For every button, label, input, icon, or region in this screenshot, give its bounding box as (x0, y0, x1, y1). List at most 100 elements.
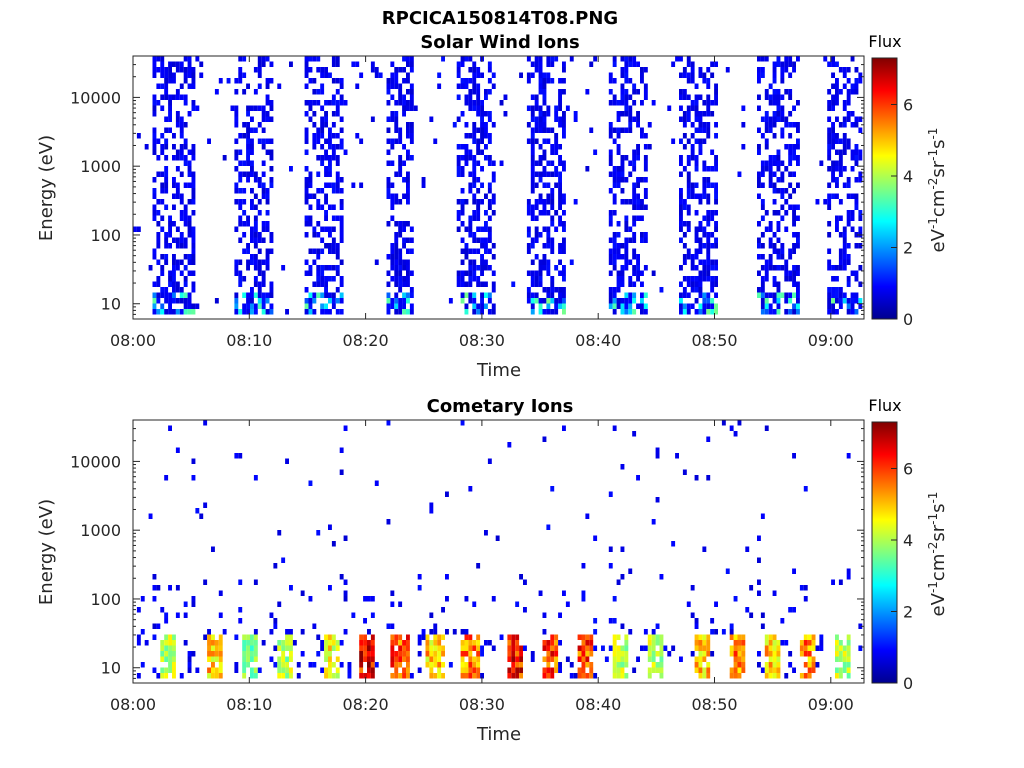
heatmap-cell (398, 166, 403, 172)
heatmap-cell (690, 61, 695, 67)
heatmap-cell (312, 193, 317, 199)
colorbar-title: Flux (868, 32, 901, 51)
heatmap-cell (682, 469, 687, 475)
heatmap-cell (242, 248, 247, 254)
heatmap-cell (686, 292, 691, 298)
heatmap-cell (261, 127, 266, 133)
heatmap-cell (183, 265, 188, 271)
heatmap-cell (542, 243, 547, 249)
heatmap-cell (250, 160, 254, 166)
heatmap-cell (546, 298, 551, 304)
heatmap-cell (589, 651, 594, 657)
heatmap-cell (776, 160, 781, 166)
heatmap-cell (402, 640, 406, 646)
heatmap-cell (312, 100, 317, 106)
heatmap-cell (523, 579, 527, 585)
heatmap-cell (289, 673, 293, 679)
heatmap-cell (164, 618, 169, 624)
heatmap-cell (265, 149, 270, 155)
heatmap-cell (242, 160, 247, 166)
heatmap-cell (706, 662, 711, 668)
heatmap-cell (772, 645, 777, 651)
heatmap-cell (476, 127, 481, 133)
heatmap-cell (780, 72, 785, 78)
heatmap-cell (304, 149, 309, 155)
heatmap-cell (608, 221, 613, 227)
heatmap-cell (261, 182, 266, 188)
heatmap-cell (632, 281, 637, 287)
heatmap-cell (308, 78, 313, 84)
heatmap-cell (546, 656, 551, 662)
heatmap-cell (846, 78, 851, 84)
heatmap-cell (409, 133, 414, 139)
heatmap-cell (179, 232, 184, 238)
heatmap-cell (331, 265, 336, 271)
heatmap-cell (733, 431, 738, 437)
heatmap-cell (780, 111, 785, 117)
heatmap-cell (534, 61, 539, 67)
heatmap-cell (152, 204, 157, 210)
heatmap-cell (269, 629, 274, 635)
heatmap-cell (234, 89, 239, 95)
heatmap-cell (234, 188, 239, 194)
heatmap-cell (406, 177, 410, 183)
heatmap-cell (788, 309, 793, 315)
heatmap-cell (242, 656, 247, 662)
heatmap-cell (402, 67, 406, 73)
heatmap-cell (156, 673, 161, 679)
heatmap-cell (386, 177, 391, 183)
heatmap-cell (608, 563, 613, 569)
heatmap-cell (819, 160, 824, 166)
heatmap-cell (624, 303, 629, 309)
heatmap-cell (183, 215, 188, 221)
heatmap-cell (764, 111, 769, 117)
heatmap-cell (714, 276, 718, 282)
heatmap-cell (776, 303, 781, 309)
heatmap-cell (647, 640, 652, 646)
heatmap-cell (768, 83, 773, 89)
heatmap-cell (803, 486, 808, 492)
heatmap-cell (491, 281, 496, 287)
heatmap-cell (760, 199, 765, 205)
heatmap-cell (398, 662, 403, 668)
heatmap-cell (788, 56, 793, 62)
heatmap-cell (698, 67, 703, 73)
heatmap-cell (328, 171, 332, 177)
heatmap-cell (554, 287, 559, 293)
heatmap-cell (655, 447, 660, 453)
heatmap-cell (191, 309, 196, 315)
heatmap-cell (261, 292, 266, 298)
heatmap-cell (624, 72, 629, 78)
heatmap-cell (179, 171, 184, 177)
heatmap-cell (172, 221, 176, 227)
heatmap-cell (838, 122, 843, 128)
heatmap-cell (788, 72, 793, 78)
heatmap-cell (406, 133, 410, 139)
heatmap-cell (343, 100, 348, 106)
heatmap-cell (835, 651, 839, 657)
heatmap-cell (628, 629, 633, 635)
heatmap-cell (339, 188, 344, 194)
heatmap-cell (253, 105, 258, 111)
heatmap-cell (328, 72, 332, 78)
colorbar-tick-label: 6 (903, 95, 913, 114)
heatmap-cell (706, 259, 711, 265)
heatmap-cell (359, 673, 364, 679)
heatmap-cell (156, 292, 161, 298)
heatmap-cell (846, 303, 851, 309)
heatmap-cell (363, 645, 367, 651)
heatmap-cell (316, 292, 321, 298)
heatmap-cell (542, 298, 547, 304)
heatmap-cell (780, 67, 785, 73)
heatmap-cell (472, 667, 477, 673)
heatmap-cell (640, 215, 644, 221)
heatmap-cell (835, 276, 839, 282)
heatmap-cell (632, 61, 637, 67)
heatmap-cell (612, 237, 617, 243)
heatmap-cell (550, 486, 555, 492)
heatmap-cell (757, 171, 761, 177)
heatmap-cell (565, 656, 570, 662)
heatmap-cell (706, 133, 711, 139)
heatmap-cell (250, 127, 254, 133)
heatmap-cell (714, 629, 718, 635)
